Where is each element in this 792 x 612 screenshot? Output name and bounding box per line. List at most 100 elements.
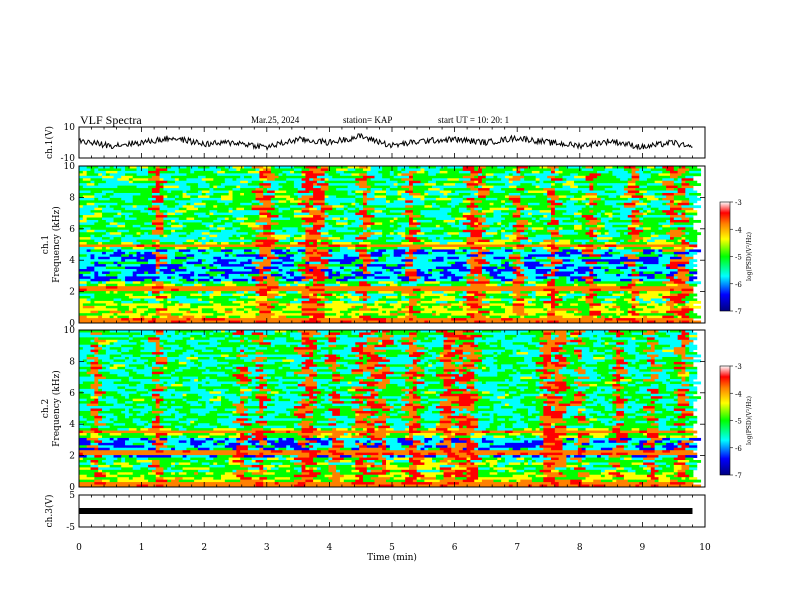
spectrogram-cell <box>347 313 356 317</box>
spectrogram-cell <box>478 310 491 314</box>
spectrogram-cell <box>163 313 172 317</box>
spectrogram-cell <box>455 190 464 194</box>
spectrogram-cell <box>79 296 84 299</box>
spectrogram-cell <box>435 173 444 177</box>
spectrogram-cell <box>432 305 444 309</box>
spectrogram-cell <box>458 180 464 184</box>
spectrogram-cell <box>577 210 590 214</box>
spectrogram-cell <box>259 212 272 216</box>
spectrogram-cell <box>466 283 471 287</box>
spectrogram-cell <box>608 283 617 287</box>
spectrogram-cell <box>382 286 391 290</box>
spectrogram-cell <box>401 188 410 191</box>
spectrogram-cell <box>397 273 406 277</box>
spectrogram-cell <box>270 303 279 307</box>
spectrogram-cell <box>105 264 118 267</box>
spectrogram-cell <box>370 261 383 265</box>
spectrogram-cell <box>535 175 548 179</box>
spectrogram-cell <box>117 313 130 317</box>
spectrogram-cell <box>359 217 372 221</box>
spectrogram-cell <box>155 266 160 270</box>
spectrogram-cell <box>213 212 222 216</box>
spectrogram-cell <box>574 195 583 199</box>
spectrogram-cell <box>86 183 95 187</box>
spectrogram-cell <box>608 249 613 253</box>
spectrogram-cell <box>148 308 157 312</box>
spectrogram-cell <box>512 170 517 174</box>
spectrogram-cell <box>547 234 552 238</box>
spectrogram-cell <box>286 313 299 317</box>
spectrogram-cell <box>574 175 586 179</box>
spectrogram-cell <box>305 180 318 184</box>
spectrogram-cell <box>501 234 506 238</box>
spectrogram-cell <box>681 180 686 184</box>
spectrogram-cell <box>194 269 207 272</box>
spectrogram-cell <box>416 251 429 255</box>
spectrogram-cell <box>405 315 418 319</box>
spectrogram-cell <box>328 188 337 191</box>
spectrogram-cell <box>190 219 203 223</box>
spectrogram-cell <box>654 188 667 191</box>
spectrogram-cell <box>128 251 137 255</box>
spectrogram-cell <box>263 205 272 209</box>
spectrogram-cell <box>551 237 560 240</box>
spectrogram-cell <box>293 180 306 184</box>
spectrogram-cell <box>501 237 510 240</box>
spectrogram-cell <box>144 180 157 184</box>
spectrogram-cell <box>531 197 540 201</box>
spectrogram-cell <box>673 305 679 309</box>
spectrogram-cell <box>600 308 606 312</box>
spectrogram-cell <box>90 210 103 214</box>
spectrogram-cell <box>409 229 421 233</box>
spectrogram-cell <box>136 205 145 209</box>
spectrogram-cell <box>347 283 360 287</box>
spectrogram-cell <box>309 293 314 297</box>
spectrogram-cell <box>689 254 694 258</box>
spectrogram-cell <box>286 271 295 275</box>
spectrogram-cell <box>405 276 410 280</box>
spectrogram-cell <box>113 242 122 245</box>
spectrogram-cell <box>386 296 398 299</box>
spectrogram-cell <box>531 242 540 245</box>
spectrogram-cell <box>236 229 245 233</box>
spectrogram-cell <box>478 210 483 214</box>
spectrogram-cell <box>416 232 425 236</box>
spectrogram-cell <box>132 170 137 174</box>
spectrogram-cell <box>190 286 203 290</box>
spectrogram-cell <box>635 227 644 231</box>
spectrogram-cell <box>639 291 648 294</box>
spectrogram-cell <box>309 222 314 226</box>
spectrogram-cell <box>374 254 383 258</box>
spectrogram-cell <box>190 170 195 174</box>
spectrogram-cell <box>689 259 698 263</box>
spectrogram-cell <box>554 168 560 172</box>
spectrogram-cell <box>209 293 222 297</box>
spectrogram-cell <box>581 222 586 226</box>
spectrogram-cell <box>620 251 632 255</box>
spectrogram-cell <box>497 244 506 248</box>
spectrogram-cell <box>362 202 368 206</box>
spectrogram-cell <box>178 237 187 240</box>
spectrogram-cell <box>689 281 702 285</box>
spectrogram-cell <box>263 202 276 206</box>
spectrogram-cell <box>136 244 145 248</box>
spectrogram-cell <box>336 227 349 231</box>
spectrogram-cell <box>424 178 433 182</box>
spectrogram-cell <box>240 261 253 265</box>
spectrogram-cell <box>547 315 560 319</box>
spectrogram-cell <box>259 251 272 255</box>
spectrogram-cell <box>94 286 107 290</box>
spectrogram-cell <box>531 286 540 290</box>
spectrogram-cell <box>305 192 314 196</box>
spectrogram-cell <box>485 219 494 223</box>
spectrogram-cell <box>121 242 134 245</box>
spectrogram-cell <box>197 246 210 250</box>
spectrogram-cell <box>224 251 233 255</box>
spectrogram-cell <box>474 266 483 270</box>
spectrogram-cell <box>328 298 333 302</box>
spectrogram-cell <box>424 185 433 189</box>
spectrogram-cell <box>409 254 414 258</box>
spectrogram-cell <box>270 168 279 172</box>
spectrogram-cell <box>132 308 137 312</box>
spectrogram-cell <box>451 205 456 209</box>
